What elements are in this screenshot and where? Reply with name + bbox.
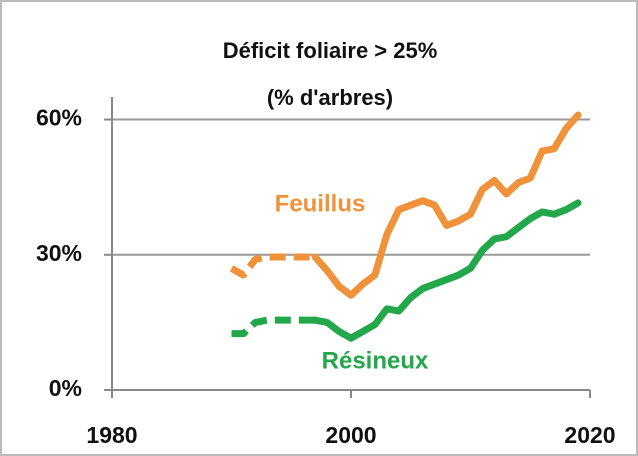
series-label: Résineux [322,347,429,374]
series-line [311,111,582,299]
y-tick-label: 30% [36,240,82,266]
y-tick-label: 0% [49,375,82,401]
series-line [311,199,582,342]
x-tick-label: 2020 [564,422,615,448]
chart-subtitle: (% d'arbres) [267,85,393,110]
x-tick-label: 1980 [86,422,137,448]
series-label: Feuillus [275,190,366,217]
y-tick-label: 60% [36,105,82,131]
x-tick-label: 2000 [325,422,376,448]
series-line-dashed [231,316,316,338]
chart-title: Déficit foliaire > 25% [223,38,438,63]
series-line-dashed [229,253,316,279]
